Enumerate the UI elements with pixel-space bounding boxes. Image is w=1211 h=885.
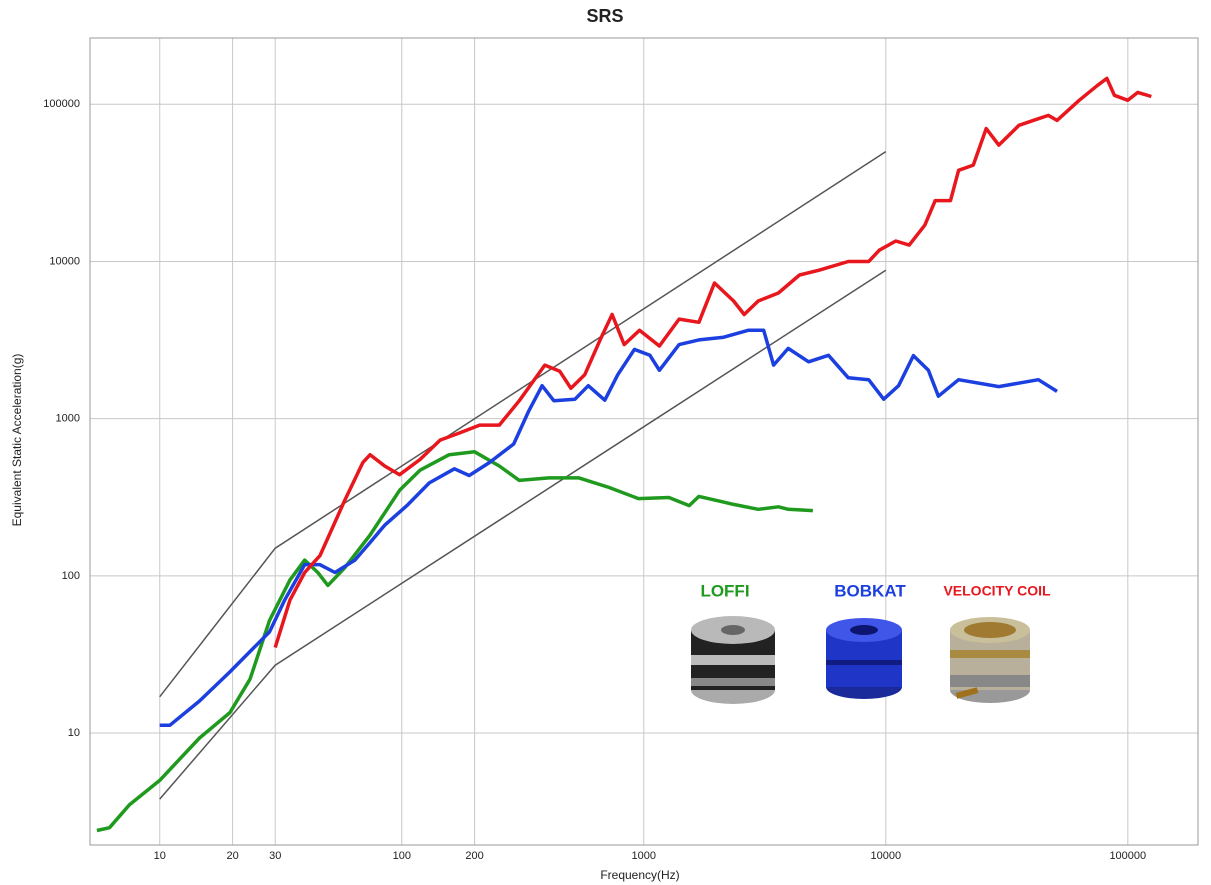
- x-tick-label: 200: [465, 850, 483, 862]
- y-tick-label: 10: [68, 727, 80, 739]
- y-tick-label: 10000: [49, 255, 80, 267]
- y-tick-label: 100000: [43, 98, 80, 110]
- velocity-coil-icon: [950, 617, 1030, 703]
- legend-label: LOFFI: [700, 581, 749, 600]
- x-tick-label: 1000: [632, 850, 656, 862]
- reference-line: [159, 269, 887, 800]
- chart-title: SRS: [586, 6, 623, 26]
- y-tick-label: 1000: [56, 413, 80, 425]
- reference-line: [159, 150, 887, 698]
- bobkat-icon: [826, 618, 902, 699]
- x-axis-label: Frequency(Hz): [600, 868, 679, 882]
- series-line: [159, 328, 1058, 728]
- legend-label: VELOCITY COIL: [943, 583, 1051, 599]
- x-tick-label: 20: [226, 850, 238, 862]
- x-tick-label: 10000: [870, 850, 901, 862]
- series-line: [96, 450, 813, 833]
- plot-frame: [89, 37, 1199, 846]
- x-tick-label: 30: [269, 850, 281, 862]
- loffi-icon: [691, 616, 775, 704]
- x-tick-label: 10: [154, 850, 166, 862]
- product-icons: [691, 616, 1030, 704]
- x-tick-label: 100: [393, 850, 411, 862]
- x-tick-label: 100000: [1109, 850, 1146, 862]
- series-line: [273, 76, 1152, 649]
- y-axis-label: Equivalent Static Acceleration(g): [10, 354, 24, 527]
- y-tick-label: 100: [62, 570, 80, 582]
- legend-label: BOBKAT: [834, 581, 906, 600]
